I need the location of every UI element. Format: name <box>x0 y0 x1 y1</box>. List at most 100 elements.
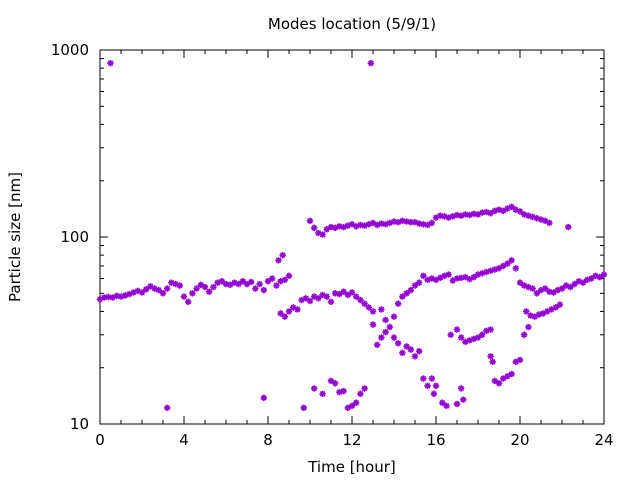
data-point <box>487 210 494 217</box>
data-point <box>285 272 293 280</box>
data-point <box>474 334 482 341</box>
data-point <box>269 275 276 282</box>
data-point <box>567 283 574 291</box>
data-point <box>382 316 389 324</box>
data-point <box>332 380 339 387</box>
data-point <box>470 273 477 281</box>
data-point <box>273 282 280 289</box>
data-point <box>508 370 515 378</box>
data-point <box>542 217 549 225</box>
data-point <box>361 300 368 307</box>
data-point <box>302 295 309 302</box>
data-point <box>348 289 356 296</box>
data-point <box>176 282 183 289</box>
data-point <box>516 208 524 215</box>
data-point <box>378 334 385 341</box>
data-point <box>300 404 307 412</box>
data-point <box>504 260 511 267</box>
data-point <box>403 343 410 350</box>
data-point <box>164 404 171 412</box>
data-point <box>365 304 372 311</box>
data-point <box>185 298 192 306</box>
x-axis-label: Time [hour] <box>307 458 396 476</box>
axes: 0 4 8 12 16 20 24 10 100 1000 <box>51 41 614 449</box>
data-point <box>420 272 427 280</box>
data-point <box>164 285 171 292</box>
x-tick-label: 12 <box>342 431 361 449</box>
x-tick-label: 8 <box>263 431 273 449</box>
data-point <box>294 306 301 313</box>
data-point <box>277 310 284 317</box>
data-point <box>189 290 196 297</box>
data-point <box>495 380 503 387</box>
data-point <box>428 219 435 227</box>
data-point <box>453 400 461 408</box>
data-point <box>432 382 440 390</box>
data-point <box>311 224 318 231</box>
y-tick-label: 10 <box>70 415 89 433</box>
data-point <box>248 278 255 286</box>
data-point <box>386 323 393 331</box>
data-point <box>565 223 572 231</box>
data-point <box>159 290 167 297</box>
data-point <box>357 296 364 304</box>
data-point <box>306 217 314 225</box>
data-point <box>489 358 496 366</box>
y-tick-label: 100 <box>60 228 89 246</box>
data-point <box>460 396 467 403</box>
data-point <box>206 288 213 295</box>
data-point <box>491 377 498 385</box>
data-point <box>411 282 419 289</box>
data-point <box>327 377 335 385</box>
data-point <box>306 297 314 305</box>
data-point <box>512 265 519 272</box>
data-points <box>96 59 608 412</box>
data-point <box>529 285 536 292</box>
data-point <box>252 285 259 292</box>
data-point <box>596 273 603 281</box>
data-point <box>264 278 272 285</box>
data-point <box>445 271 452 278</box>
data-point <box>260 394 267 402</box>
data-point <box>420 375 427 382</box>
data-point <box>390 334 398 341</box>
data-point <box>180 293 188 300</box>
data-point <box>525 323 532 331</box>
x-tick-label: 16 <box>426 431 445 449</box>
data-point <box>428 375 435 382</box>
data-point <box>105 293 112 301</box>
data-point <box>281 276 288 284</box>
data-point <box>369 308 377 315</box>
data-point <box>416 348 423 355</box>
data-point <box>201 283 209 291</box>
x-tick-label: 0 <box>95 431 105 449</box>
data-point <box>521 331 528 338</box>
data-point <box>424 382 431 390</box>
data-point <box>344 291 351 299</box>
data-point <box>374 341 381 349</box>
data-point <box>453 326 461 333</box>
data-point <box>395 340 402 347</box>
y-axis-label: Particle size [nm] <box>6 172 24 302</box>
data-point <box>210 283 217 291</box>
plot-frame <box>99 49 605 425</box>
data-point <box>523 308 530 315</box>
data-point <box>222 280 230 288</box>
data-point <box>327 298 335 306</box>
data-point <box>487 326 494 333</box>
data-point <box>546 219 553 227</box>
data-point <box>260 286 267 294</box>
data-point <box>353 293 360 300</box>
data-point <box>382 328 389 336</box>
data-point <box>340 387 347 395</box>
data-point <box>323 293 330 300</box>
x-tick-label: 20 <box>510 431 529 449</box>
data-point <box>107 59 114 67</box>
data-point <box>357 390 364 398</box>
data-point <box>508 203 515 211</box>
data-point <box>395 300 402 307</box>
data-point <box>407 346 414 353</box>
data-point <box>458 385 465 392</box>
data-point <box>235 280 242 288</box>
